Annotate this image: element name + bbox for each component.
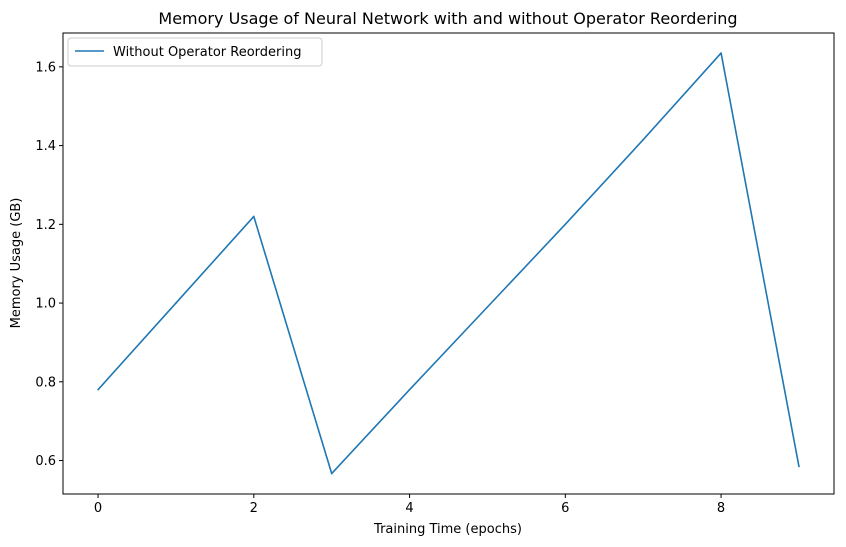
data-point [408,388,411,391]
x-tick-label: 2 [250,501,258,516]
data-point [253,215,255,218]
y-axis-label: Memory Usage (GB) [9,198,24,329]
data-point [330,472,333,475]
y-tick-label: 0.8 [35,375,56,390]
plot-area-frame [62,32,835,495]
data-point [642,138,644,141]
legend-box [67,37,323,67]
y-tick-label: 0.6 [35,454,56,469]
x-tick-label: 6 [561,501,569,516]
y-axis-ticks: 0.6 0.8 1.0 1.2 1.4 1.6 [35,60,63,469]
data-points [97,52,800,475]
series-lines [97,52,800,475]
y-tick-label: 1.4 [35,139,56,154]
y-tick-label: 1.6 [35,60,56,75]
data-point [97,388,99,391]
data-point [175,302,177,304]
x-tick-label: 0 [94,501,102,516]
data-point [720,52,722,54]
x-axis-label: Training Time (epochs) [373,522,522,537]
data-point [798,465,800,468]
data-point [564,223,567,226]
x-axis-ticks: 0 2 4 6 8 [94,494,725,516]
x-tick-label: 4 [405,501,413,516]
x-tick-label: 8 [717,501,725,516]
legend-label: Without Operator Reordering [113,45,301,60]
legend: Without Operator Reordering [67,37,323,67]
y-tick-label: 1.0 [35,297,56,312]
data-point [486,306,489,308]
series-line [97,52,800,475]
y-tick-label: 1.2 [35,218,56,233]
chart-title: Memory Usage of Neural Network with and … [158,9,737,28]
